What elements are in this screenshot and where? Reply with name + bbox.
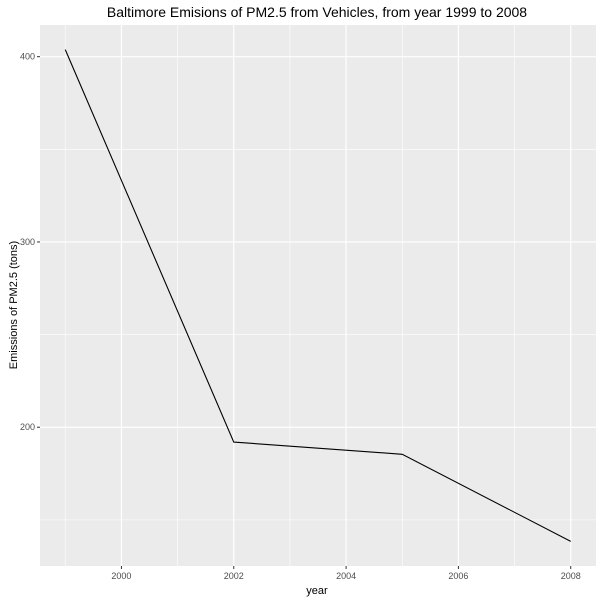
y-tick-label: 400 — [20, 52, 35, 62]
y-axis-title: Emissions of PM2.5 (tons) — [8, 241, 20, 369]
minor-grid — [40, 25, 596, 566]
x-tick-label: 2004 — [336, 571, 356, 581]
x-tick-label: 2008 — [561, 571, 581, 581]
y-tick-label: 200 — [20, 422, 35, 432]
y-axis: 200 300 400 — [20, 52, 40, 432]
chart-title: Baltimore Emisions of PM2.5 from Vehicle… — [107, 4, 527, 20]
x-tick-label: 2000 — [111, 571, 131, 581]
x-axis: 2000 2002 2004 2006 2008 — [111, 566, 581, 581]
x-axis-title: year — [306, 585, 328, 597]
y-tick-label: 300 — [20, 237, 35, 247]
x-tick-label: 2006 — [448, 571, 468, 581]
series-layer — [64, 49, 571, 542]
series-line — [64, 49, 571, 542]
plot-panel — [40, 25, 596, 566]
x-tick-label: 2002 — [224, 571, 244, 581]
major-grid — [40, 25, 596, 566]
